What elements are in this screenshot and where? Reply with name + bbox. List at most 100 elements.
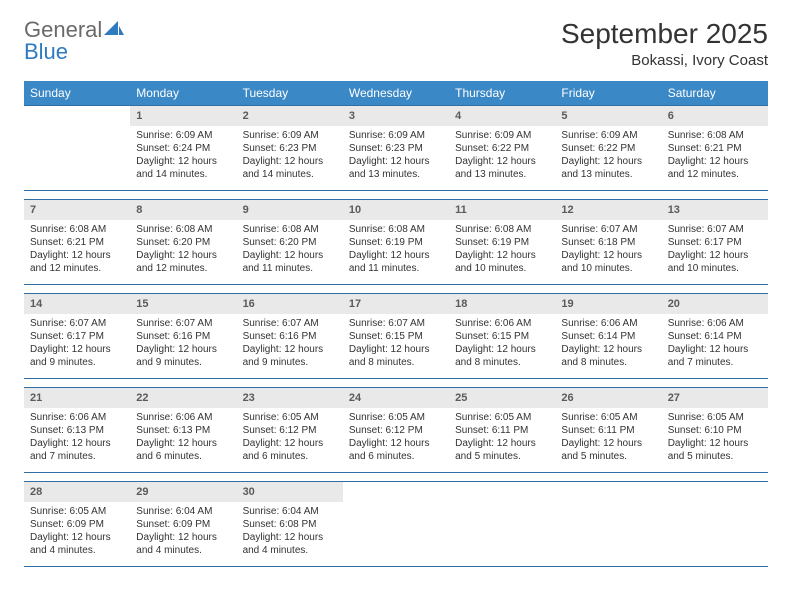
sunset-text: Sunset: 6:11 PM	[455, 424, 549, 437]
calendar-cell: 4Sunrise: 6:09 AMSunset: 6:22 PMDaylight…	[449, 106, 555, 190]
day-number: 7	[24, 200, 130, 220]
calendar-cell: 24Sunrise: 6:05 AMSunset: 6:12 PMDayligh…	[343, 388, 449, 472]
calendar-cell	[449, 482, 555, 566]
day-number: 16	[237, 294, 343, 314]
daylight-text: Daylight: 12 hours and 6 minutes.	[349, 437, 443, 463]
sunset-text: Sunset: 6:21 PM	[30, 236, 124, 249]
cell-body: Sunrise: 6:09 AMSunset: 6:23 PMDaylight:…	[237, 126, 343, 187]
daylight-text: Daylight: 12 hours and 11 minutes.	[243, 249, 337, 275]
sunrise-text: Sunrise: 6:04 AM	[136, 505, 230, 518]
cell-body: Sunrise: 6:04 AMSunset: 6:08 PMDaylight:…	[237, 502, 343, 563]
sunrise-text: Sunrise: 6:07 AM	[561, 223, 655, 236]
cell-body: Sunrise: 6:07 AMSunset: 6:17 PMDaylight:…	[24, 314, 130, 375]
sunset-text: Sunset: 6:13 PM	[30, 424, 124, 437]
sunrise-text: Sunrise: 6:06 AM	[136, 411, 230, 424]
calendar-cell: 16Sunrise: 6:07 AMSunset: 6:16 PMDayligh…	[237, 294, 343, 378]
calendar-cell: 18Sunrise: 6:06 AMSunset: 6:15 PMDayligh…	[449, 294, 555, 378]
cell-body: Sunrise: 6:05 AMSunset: 6:11 PMDaylight:…	[449, 408, 555, 469]
sunrise-text: Sunrise: 6:08 AM	[349, 223, 443, 236]
day-number: 9	[237, 200, 343, 220]
calendar-cell: 27Sunrise: 6:05 AMSunset: 6:10 PMDayligh…	[662, 388, 768, 472]
cell-body: Sunrise: 6:06 AMSunset: 6:13 PMDaylight:…	[24, 408, 130, 469]
sunset-text: Sunset: 6:18 PM	[561, 236, 655, 249]
day-number: 11	[449, 200, 555, 220]
logo-text-blue: Blue	[24, 39, 68, 64]
title-block: September 2025 Bokassi, Ivory Coast	[561, 18, 768, 69]
weeks-container: 1Sunrise: 6:09 AMSunset: 6:24 PMDaylight…	[24, 105, 768, 567]
daylight-text: Daylight: 12 hours and 10 minutes.	[455, 249, 549, 275]
calendar-cell: 22Sunrise: 6:06 AMSunset: 6:13 PMDayligh…	[130, 388, 236, 472]
page-header: General Blue September 2025 Bokassi, Ivo…	[24, 18, 768, 69]
daylight-text: Daylight: 12 hours and 5 minutes.	[561, 437, 655, 463]
sunset-text: Sunset: 6:16 PM	[136, 330, 230, 343]
week-row: 1Sunrise: 6:09 AMSunset: 6:24 PMDaylight…	[24, 105, 768, 191]
day-number: 26	[555, 388, 661, 408]
day-header: Wednesday	[343, 81, 449, 105]
cell-body: Sunrise: 6:08 AMSunset: 6:19 PMDaylight:…	[449, 220, 555, 281]
day-number: 6	[662, 106, 768, 126]
daylight-text: Daylight: 12 hours and 14 minutes.	[243, 155, 337, 181]
day-number: 30	[237, 482, 343, 502]
cell-body: Sunrise: 6:07 AMSunset: 6:18 PMDaylight:…	[555, 220, 661, 281]
sunset-text: Sunset: 6:12 PM	[243, 424, 337, 437]
cell-body: Sunrise: 6:06 AMSunset: 6:14 PMDaylight:…	[555, 314, 661, 375]
day-number: 10	[343, 200, 449, 220]
day-header: Saturday	[662, 81, 768, 105]
sunrise-text: Sunrise: 6:08 AM	[455, 223, 549, 236]
sunrise-text: Sunrise: 6:08 AM	[668, 129, 762, 142]
week-row: 21Sunrise: 6:06 AMSunset: 6:13 PMDayligh…	[24, 387, 768, 473]
sunset-text: Sunset: 6:15 PM	[455, 330, 549, 343]
sunset-text: Sunset: 6:12 PM	[349, 424, 443, 437]
cell-body: Sunrise: 6:08 AMSunset: 6:21 PMDaylight:…	[662, 126, 768, 187]
sunset-text: Sunset: 6:14 PM	[668, 330, 762, 343]
page-title: September 2025	[561, 18, 768, 50]
cell-body: Sunrise: 6:05 AMSunset: 6:10 PMDaylight:…	[662, 408, 768, 469]
calendar-cell: 19Sunrise: 6:06 AMSunset: 6:14 PMDayligh…	[555, 294, 661, 378]
sunset-text: Sunset: 6:23 PM	[349, 142, 443, 155]
day-number: 27	[662, 388, 768, 408]
calendar-cell: 25Sunrise: 6:05 AMSunset: 6:11 PMDayligh…	[449, 388, 555, 472]
sunrise-text: Sunrise: 6:09 AM	[349, 129, 443, 142]
cell-body: Sunrise: 6:07 AMSunset: 6:16 PMDaylight:…	[130, 314, 236, 375]
sunset-text: Sunset: 6:19 PM	[349, 236, 443, 249]
daylight-text: Daylight: 12 hours and 12 minutes.	[136, 249, 230, 275]
daylight-text: Daylight: 12 hours and 9 minutes.	[243, 343, 337, 369]
page-subtitle: Bokassi, Ivory Coast	[561, 52, 768, 69]
calendar-cell: 2Sunrise: 6:09 AMSunset: 6:23 PMDaylight…	[237, 106, 343, 190]
day-number: 12	[555, 200, 661, 220]
daylight-text: Daylight: 12 hours and 7 minutes.	[668, 343, 762, 369]
day-number: 24	[343, 388, 449, 408]
day-number: 14	[24, 294, 130, 314]
day-header: Friday	[555, 81, 661, 105]
sunset-text: Sunset: 6:22 PM	[561, 142, 655, 155]
day-header-row: Sunday Monday Tuesday Wednesday Thursday…	[24, 81, 768, 105]
sunrise-text: Sunrise: 6:06 AM	[30, 411, 124, 424]
sunrise-text: Sunrise: 6:05 AM	[455, 411, 549, 424]
sunrise-text: Sunrise: 6:05 AM	[349, 411, 443, 424]
calendar-cell	[24, 106, 130, 190]
calendar: Sunday Monday Tuesday Wednesday Thursday…	[24, 81, 768, 567]
calendar-cell: 6Sunrise: 6:08 AMSunset: 6:21 PMDaylight…	[662, 106, 768, 190]
cell-body: Sunrise: 6:09 AMSunset: 6:23 PMDaylight:…	[343, 126, 449, 187]
sunrise-text: Sunrise: 6:06 AM	[668, 317, 762, 330]
sunrise-text: Sunrise: 6:08 AM	[136, 223, 230, 236]
cell-body: Sunrise: 6:05 AMSunset: 6:12 PMDaylight:…	[343, 408, 449, 469]
cell-body: Sunrise: 6:06 AMSunset: 6:13 PMDaylight:…	[130, 408, 236, 469]
sunset-text: Sunset: 6:23 PM	[243, 142, 337, 155]
sunset-text: Sunset: 6:09 PM	[30, 518, 124, 531]
sunrise-text: Sunrise: 6:07 AM	[349, 317, 443, 330]
sunset-text: Sunset: 6:08 PM	[243, 518, 337, 531]
daylight-text: Daylight: 12 hours and 13 minutes.	[561, 155, 655, 181]
cell-body: Sunrise: 6:06 AMSunset: 6:14 PMDaylight:…	[662, 314, 768, 375]
calendar-cell: 29Sunrise: 6:04 AMSunset: 6:09 PMDayligh…	[130, 482, 236, 566]
calendar-cell: 3Sunrise: 6:09 AMSunset: 6:23 PMDaylight…	[343, 106, 449, 190]
sunset-text: Sunset: 6:17 PM	[30, 330, 124, 343]
calendar-cell	[343, 482, 449, 566]
cell-body: Sunrise: 6:07 AMSunset: 6:17 PMDaylight:…	[662, 220, 768, 281]
week-row: 14Sunrise: 6:07 AMSunset: 6:17 PMDayligh…	[24, 293, 768, 379]
calendar-cell: 8Sunrise: 6:08 AMSunset: 6:20 PMDaylight…	[130, 200, 236, 284]
day-number: 20	[662, 294, 768, 314]
cell-body: Sunrise: 6:04 AMSunset: 6:09 PMDaylight:…	[130, 502, 236, 563]
logo: General Blue	[24, 18, 124, 63]
daylight-text: Daylight: 12 hours and 12 minutes.	[668, 155, 762, 181]
